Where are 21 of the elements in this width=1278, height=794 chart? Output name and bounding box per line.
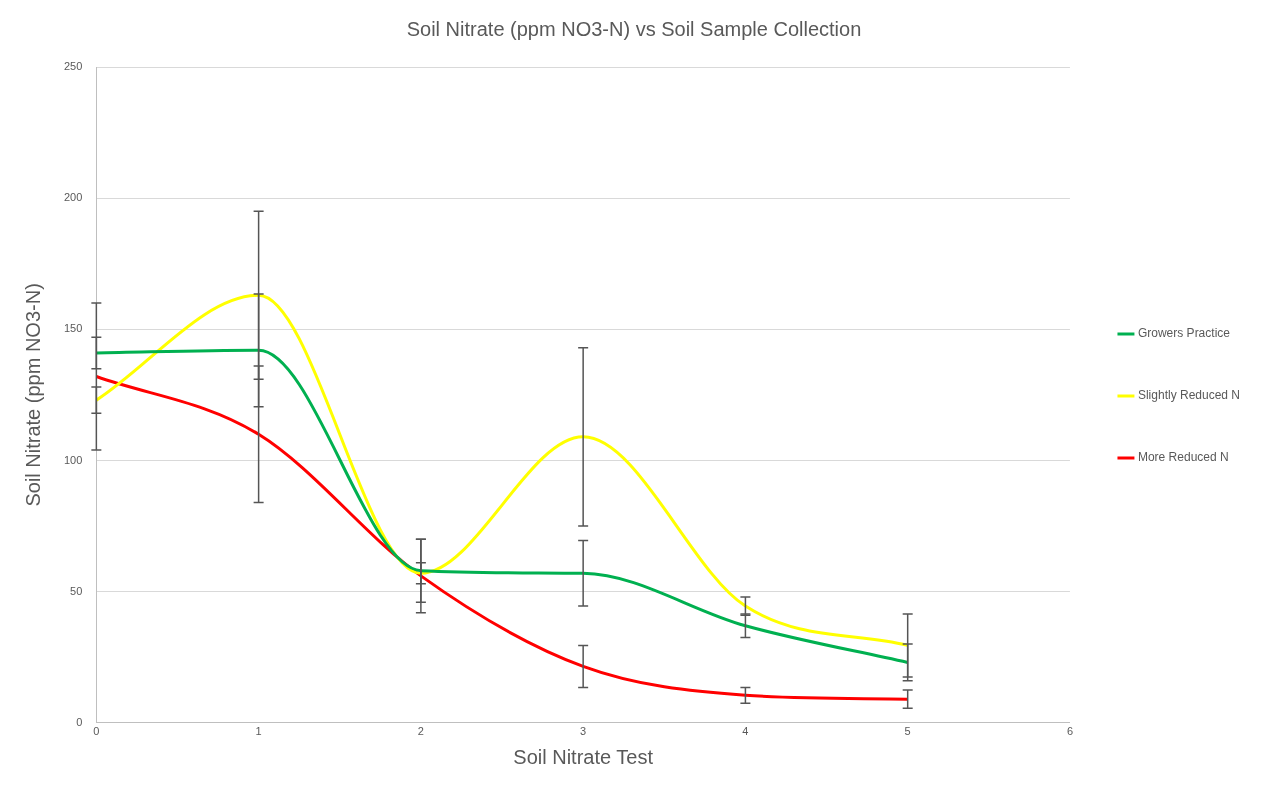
x-tick-label: 3 — [580, 725, 587, 738]
x-tick-label: 5 — [904, 725, 911, 738]
x-tick-label: 2 — [417, 725, 424, 738]
legend-label: Growers Practice — [1137, 326, 1231, 341]
chart-title: Soil Nitrate (ppm NO3-N) vs Soil Sample Collection — [406, 17, 862, 40]
x-tick-label: 4 — [742, 725, 749, 738]
y-tick-label: 200 — [63, 191, 83, 204]
y-tick-label: 250 — [63, 60, 83, 73]
x-tick-label: 1 — [255, 725, 262, 738]
y-tick-label: 150 — [63, 322, 83, 335]
line-series — [96, 293, 910, 647]
legend-label: More Reduced N — [1137, 450, 1229, 465]
y-tick-label: 100 — [63, 453, 83, 466]
legend-label: Slightly Reduced N — [1137, 388, 1241, 403]
x-tick-label: 0 — [93, 725, 100, 738]
x-tick-label: 6 — [1066, 725, 1074, 738]
y-tick-label: 50 — [70, 584, 83, 597]
y-axis-title: Soil Nitrate (ppm NO3-N) — [21, 283, 44, 507]
x-axis-title: Soil Nitrate Test — [513, 745, 654, 768]
line-series — [96, 348, 910, 664]
y-tick-label: 0 — [76, 715, 83, 728]
